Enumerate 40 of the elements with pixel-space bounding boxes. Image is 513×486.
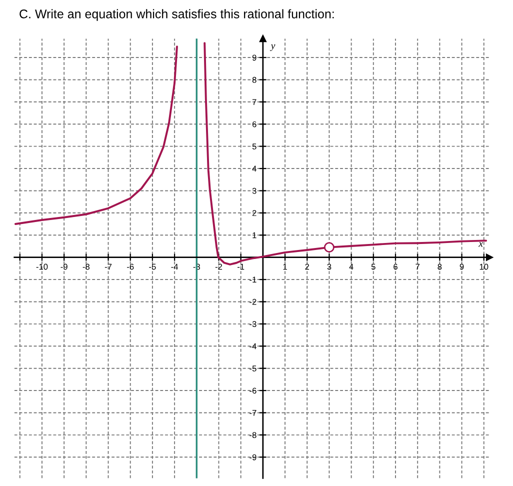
y-tick-label: -5 (250, 366, 256, 372)
y-tick-label: 4 (252, 166, 256, 172)
x-tick-label: 3 (327, 264, 332, 270)
y-axis-title: y (270, 44, 276, 51)
x-axis-title: x (478, 242, 483, 247)
x-tick-label: -8 (82, 264, 90, 270)
x-tick-label: -2 (215, 264, 222, 270)
x-tick-label: 2 (305, 264, 310, 270)
y-tick-label: -1 (250, 276, 256, 283)
x-tick-label: 6 (394, 264, 398, 270)
y-tick-label: -3 (250, 321, 256, 328)
x-tick-label: -5 (149, 264, 156, 270)
x-tick-label: 4 (349, 264, 354, 270)
y-tick-label: 1 (252, 232, 256, 238)
y-tick-label: -2 (250, 298, 256, 305)
y-tick-label: 7 (252, 99, 256, 105)
x-tick-label: 7 (416, 264, 420, 270)
y-tick-label: 8 (252, 76, 256, 83)
x-tick-label: -4 (171, 264, 178, 270)
x-tick-label: 5 (371, 264, 376, 270)
y-tick-label: 5 (252, 144, 256, 150)
y-tick-label: 3 (252, 188, 256, 194)
x-tick-label: -9 (60, 264, 68, 270)
x-tick-label: 10 (480, 264, 488, 270)
y-tick-label: 6 (252, 121, 256, 128)
y-tick-label: -7 (250, 410, 256, 416)
x-tick-label: 8 (438, 264, 442, 270)
y-tick-label: -4 (250, 343, 256, 350)
x-tick-label: 9 (460, 264, 464, 270)
x-tick-label: -10 (36, 264, 48, 270)
y-tick-label: -6 (250, 388, 256, 394)
y-tick-label: -9 (250, 454, 256, 460)
y-tick-label: 9 (252, 54, 256, 61)
chart-title: C. Write an equation which satisfies this rational function: (20, 9, 334, 21)
y-tick-label: 2 (252, 210, 256, 216)
x-tick-label: -1 (238, 264, 244, 270)
x-tick-label: -7 (104, 264, 112, 270)
y-tick-label: -8 (250, 432, 256, 438)
x-tick-label: -6 (127, 264, 134, 270)
x-tick-label: 1 (283, 264, 287, 270)
